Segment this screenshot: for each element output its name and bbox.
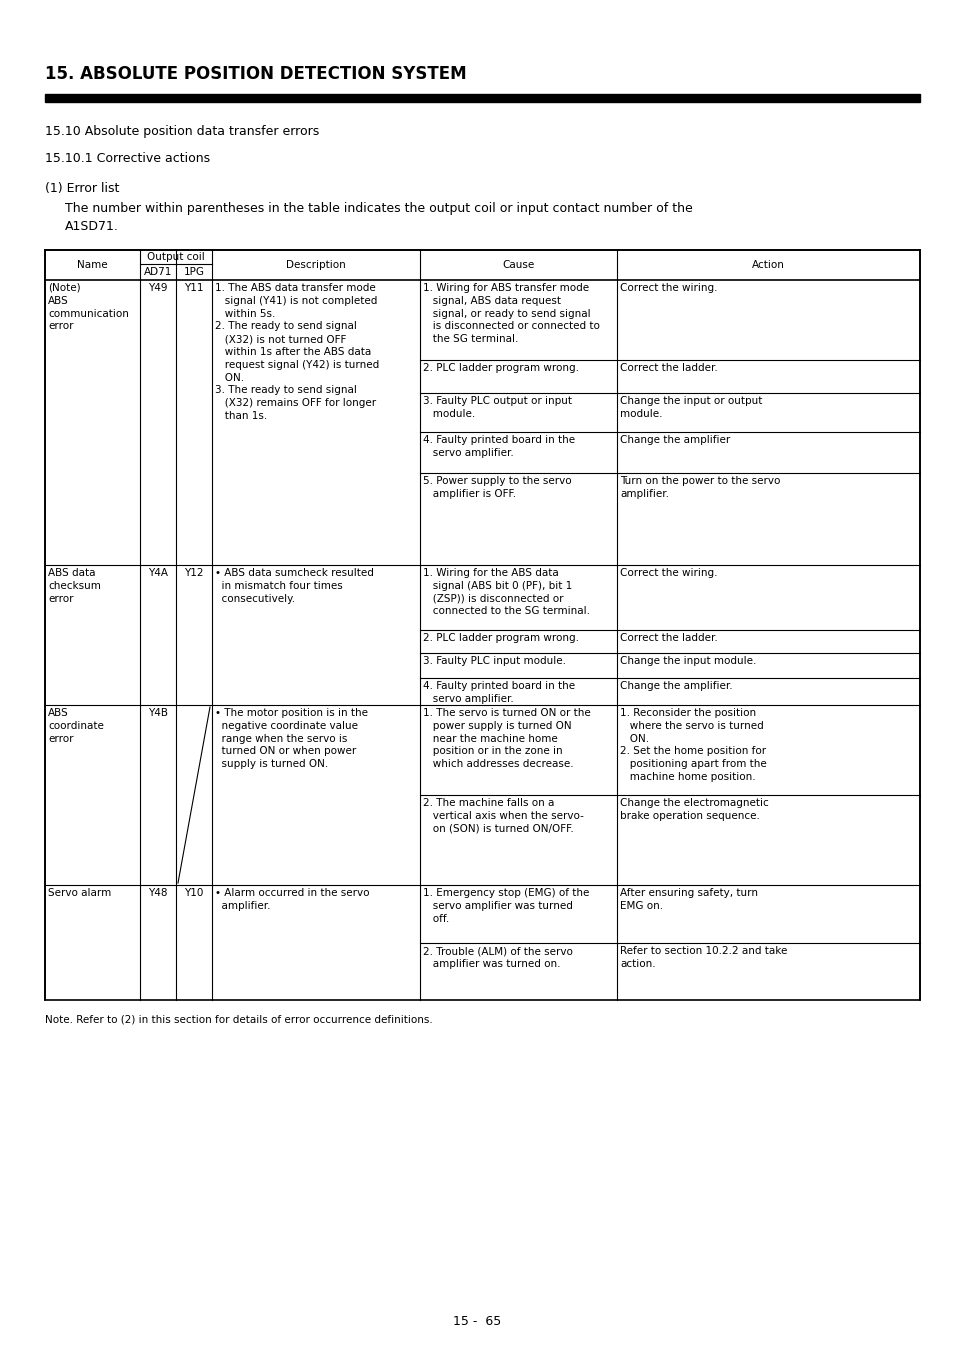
Text: 1PG: 1PG (183, 267, 204, 277)
Text: • Alarm occurred in the servo
  amplifier.: • Alarm occurred in the servo amplifier. (214, 888, 369, 911)
Text: • ABS data sumcheck resulted
  in mismatch four times
  consecutively.: • ABS data sumcheck resulted in mismatch… (214, 568, 374, 603)
Text: 2. PLC ladder program wrong.: 2. PLC ladder program wrong. (422, 633, 578, 643)
Text: • The motor position is in the
  negative coordinate value
  range when the serv: • The motor position is in the negative … (214, 707, 368, 769)
Text: Correct the wiring.: Correct the wiring. (619, 568, 717, 578)
Text: Refer to section 10.2.2 and take
action.: Refer to section 10.2.2 and take action. (619, 946, 786, 969)
Text: Servo alarm: Servo alarm (48, 888, 112, 898)
Text: (1) Error list: (1) Error list (45, 182, 119, 194)
Text: Change the amplifier: Change the amplifier (619, 435, 729, 446)
Text: Y11: Y11 (184, 284, 204, 293)
Text: 15. ABSOLUTE POSITION DETECTION SYSTEM: 15. ABSOLUTE POSITION DETECTION SYSTEM (45, 65, 466, 82)
Text: Output coil: Output coil (147, 252, 205, 262)
Text: 1. Wiring for the ABS data
   signal (ABS bit 0 (PF), bit 1
   (ZSP)) is disconn: 1. Wiring for the ABS data signal (ABS b… (422, 568, 589, 617)
Text: (Note)
ABS
communication
error: (Note) ABS communication error (48, 284, 129, 331)
Text: 3. Faulty PLC input module.: 3. Faulty PLC input module. (422, 656, 565, 666)
Text: 4. Faulty printed board in the
   servo amplifier.: 4. Faulty printed board in the servo amp… (422, 435, 575, 458)
Bar (45, 250, 919, 1000)
Text: A1SD71.: A1SD71. (65, 220, 119, 234)
Text: Name: Name (77, 261, 108, 270)
Text: Y4B: Y4B (148, 707, 168, 718)
Text: Change the input or output
module.: Change the input or output module. (619, 396, 761, 418)
Text: Y12: Y12 (184, 568, 204, 578)
Text: Action: Action (751, 261, 784, 270)
Text: 15.10 Absolute position data transfer errors: 15.10 Absolute position data transfer er… (45, 126, 319, 138)
Text: 15.10.1 Corrective actions: 15.10.1 Corrective actions (45, 153, 210, 165)
Text: Correct the ladder.: Correct the ladder. (619, 363, 717, 373)
Text: Change the input module.: Change the input module. (619, 656, 756, 666)
Text: 1. The servo is turned ON or the
   power supply is turned ON
   near the machin: 1. The servo is turned ON or the power s… (422, 707, 590, 769)
Text: Y48: Y48 (148, 888, 168, 898)
Text: 2. PLC ladder program wrong.: 2. PLC ladder program wrong. (422, 363, 578, 373)
Text: Y4A: Y4A (148, 568, 168, 578)
Text: Correct the wiring.: Correct the wiring. (619, 284, 717, 293)
Text: 15 -  65: 15 - 65 (453, 1315, 500, 1328)
Text: 1. Emergency stop (EMG) of the
   servo amplifier was turned
   off.: 1. Emergency stop (EMG) of the servo amp… (422, 888, 589, 923)
Text: Correct the ladder.: Correct the ladder. (619, 633, 717, 643)
Text: Turn on the power to the servo
amplifier.: Turn on the power to the servo amplifier… (619, 477, 780, 498)
Text: The number within parentheses in the table indicates the output coil or input co: The number within parentheses in the tab… (65, 202, 692, 215)
Text: Y49: Y49 (148, 284, 168, 293)
Text: AD71: AD71 (144, 267, 172, 277)
Text: ABS
coordinate
error: ABS coordinate error (48, 707, 104, 744)
Text: 4. Faulty printed board in the
   servo amplifier.: 4. Faulty printed board in the servo amp… (422, 680, 575, 703)
Bar (45, 95, 919, 103)
Text: 5. Power supply to the servo
   amplifier is OFF.: 5. Power supply to the servo amplifier i… (422, 477, 571, 498)
Text: Y10: Y10 (184, 888, 204, 898)
Text: Change the electromagnetic
brake operation sequence.: Change the electromagnetic brake operati… (619, 798, 768, 821)
Text: Cause: Cause (502, 261, 534, 270)
Text: ABS data
checksum
error: ABS data checksum error (48, 568, 101, 603)
Text: 2. Trouble (ALM) of the servo
   amplifier was turned on.: 2. Trouble (ALM) of the servo amplifier … (422, 946, 572, 969)
Text: 1. Reconsider the position
   where the servo is turned
   ON.
2. Set the home p: 1. Reconsider the position where the ser… (619, 707, 766, 782)
Text: 1. The ABS data transfer mode
   signal (Y41) is not completed
   within 5s.
2. : 1. The ABS data transfer mode signal (Y4… (214, 284, 379, 421)
Text: 3. Faulty PLC output or input
   module.: 3. Faulty PLC output or input module. (422, 396, 572, 418)
Text: 2. The machine falls on a
   vertical axis when the servo-
   on (SON) is turned: 2. The machine falls on a vertical axis … (422, 798, 583, 833)
Text: Change the amplifier.: Change the amplifier. (619, 680, 732, 691)
Text: After ensuring safety, turn
EMG on.: After ensuring safety, turn EMG on. (619, 888, 758, 911)
Text: Description: Description (286, 261, 346, 270)
Text: 1. Wiring for ABS transfer mode
   signal, ABS data request
   signal, or ready : 1. Wiring for ABS transfer mode signal, … (422, 284, 599, 344)
Text: Note. Refer to (2) in this section for details of error occurrence definitions.: Note. Refer to (2) in this section for d… (45, 1014, 433, 1025)
